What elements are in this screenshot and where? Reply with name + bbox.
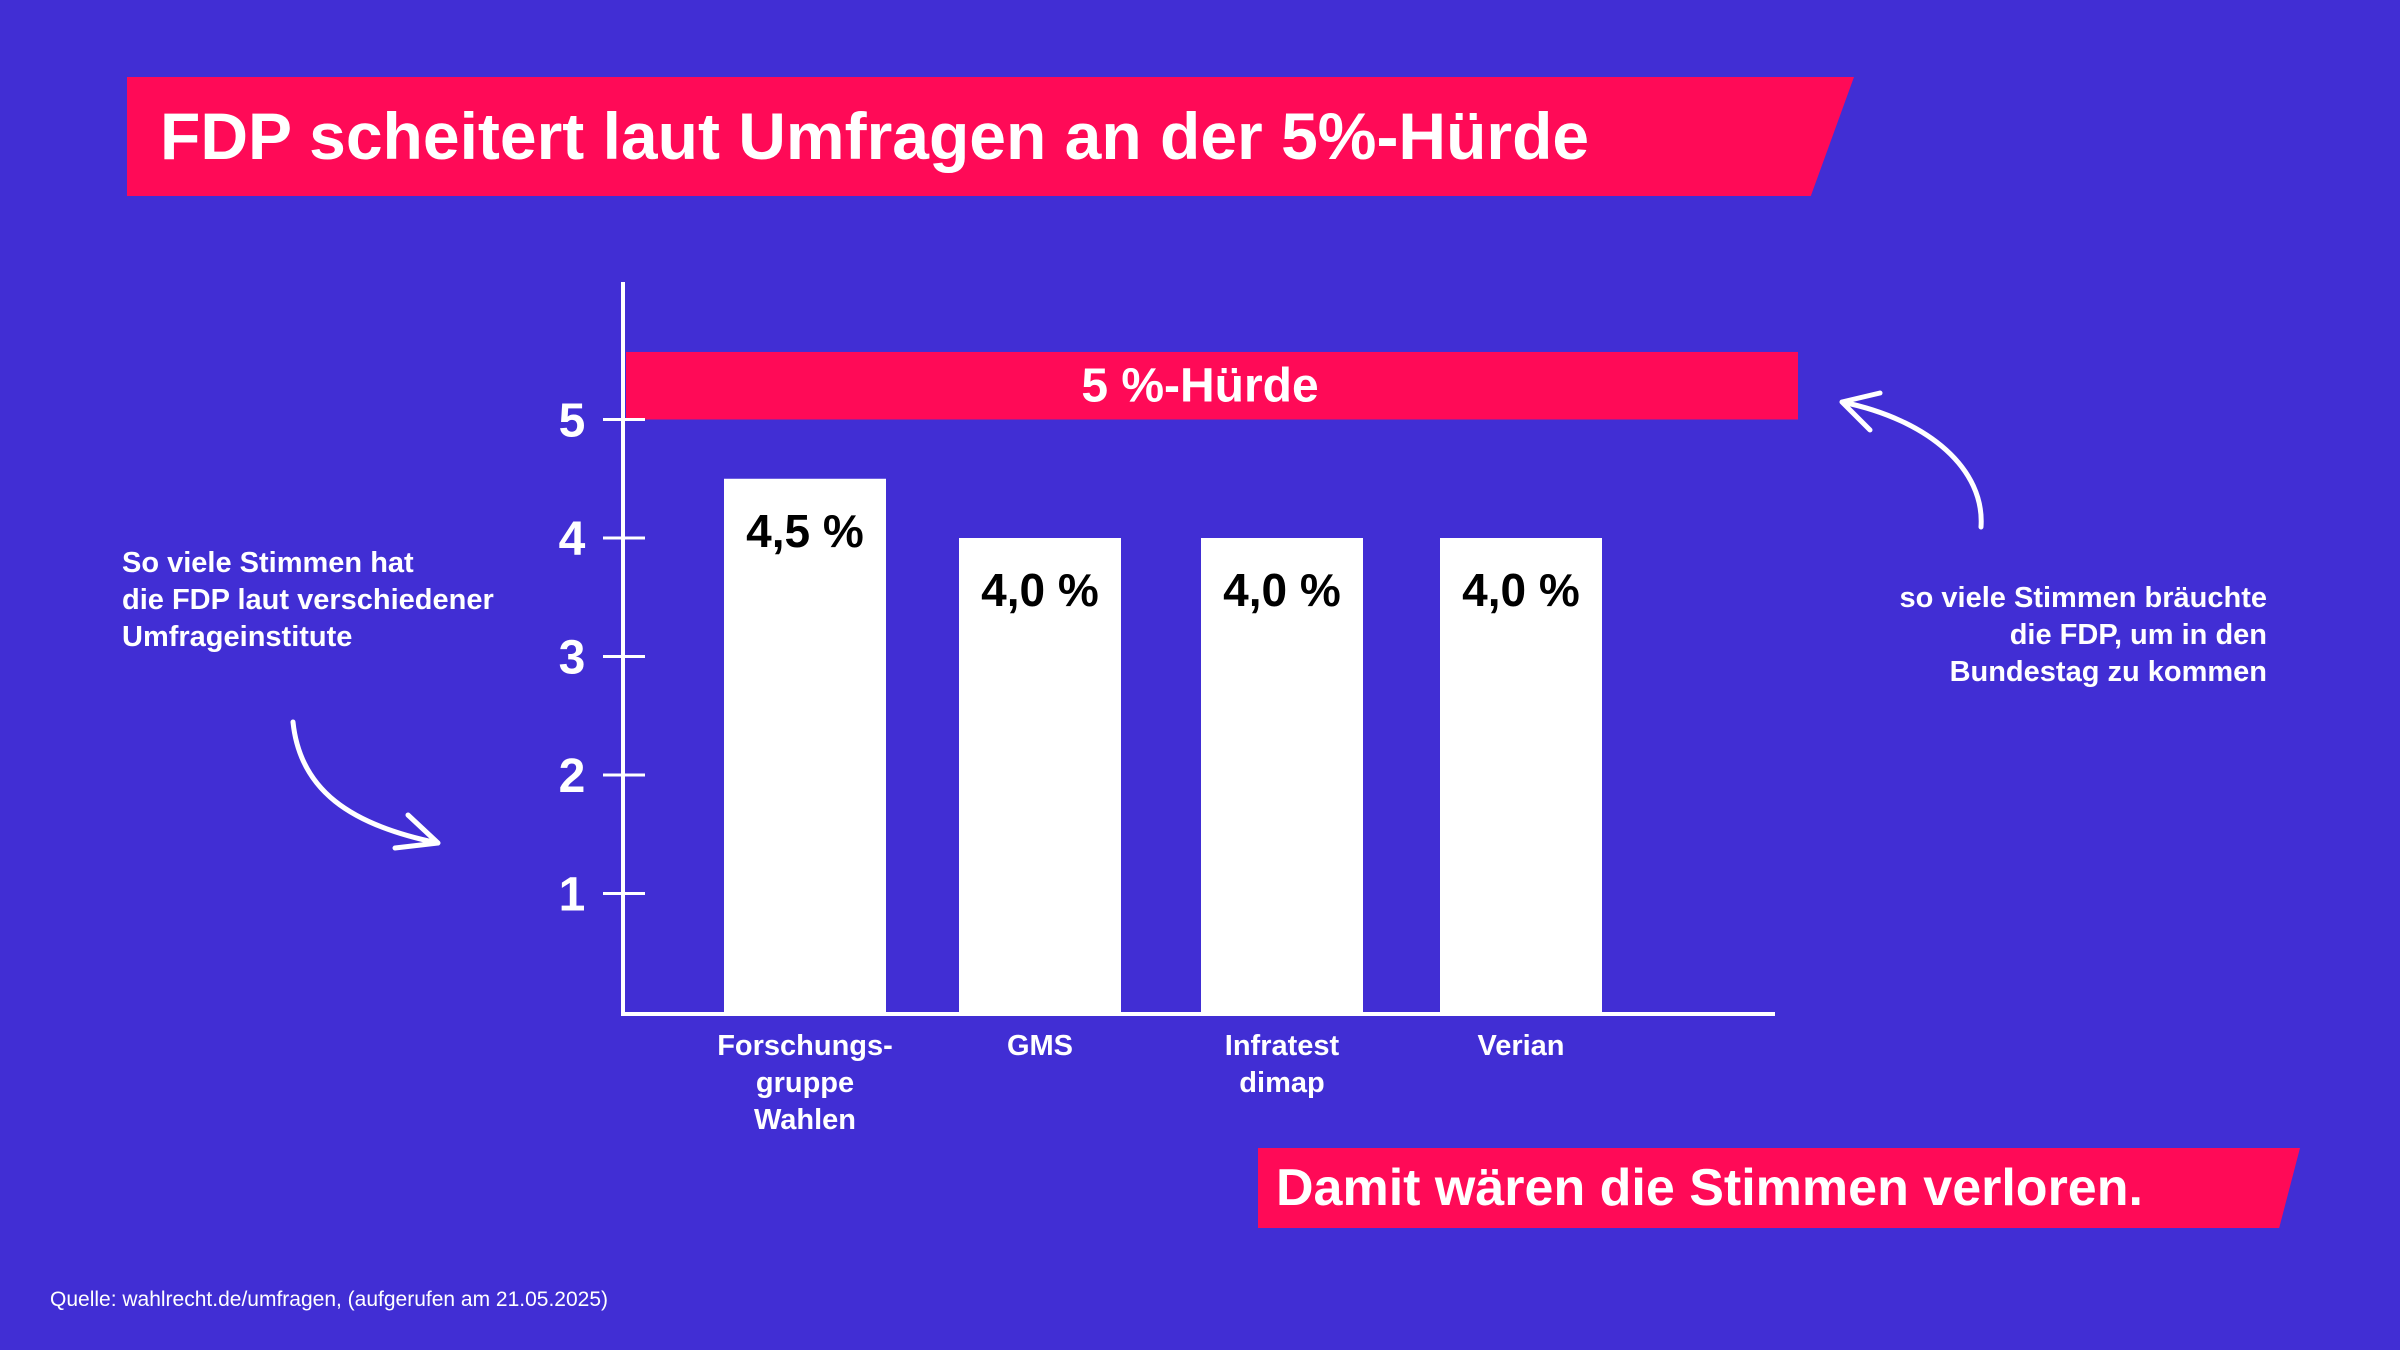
x-category-label: Infratest dimap [1162,1028,1402,1102]
bar-data-label: 4,0 % [1223,564,1341,616]
bar-data-label: 4,0 % [981,564,1099,616]
y-tick-label: 4 [559,513,586,566]
curved-arrow-right-down-icon [290,719,441,851]
bar-data-label: 4,0 % [1462,564,1580,616]
x-category-label-line: dimap [1239,1067,1325,1099]
note-left: So viele Stimmen hat die FDP laut versch… [122,545,562,656]
threshold-label: 5 %-Hürde [1081,360,1318,413]
note-right-line: so viele Stimmen bräuchte [1899,582,2267,614]
x-category-label-line: Infratest [1224,1030,1340,1062]
source-note: Quelle: wahlrecht.de/umfragen, (aufgeruf… [50,1288,609,1311]
x-category-label: Forschungs-gruppe Wahlen [685,1028,925,1139]
bar [724,478,886,1012]
x-category-label: Verian [1401,1028,1641,1065]
x-category-label-line: GMS [1006,1030,1074,1062]
conclusion-text: Damit wären die Stimmen verloren. [1276,1159,2143,1217]
note-left-line: die FDP laut verschiedener [122,584,494,616]
note-right: so viele Stimmen bräuchte die FDP, um in… [1780,580,2267,691]
x-category-label-line: Wahlen [753,1104,857,1136]
curved-arrow-up-left-icon [1839,390,1984,530]
title-banner [127,77,1854,196]
bar [959,538,1121,1012]
bar [1201,538,1363,1012]
threshold-band [626,351,1798,420]
x-category-label-line: Verian [1477,1030,1565,1062]
note-right-line: Bundestag zu kommen [1949,656,2267,688]
note-left-line: So viele Stimmen hat [122,547,414,579]
x-category-label-line: gruppe [755,1067,855,1099]
bar [1440,538,1602,1012]
x-category-label: GMS [920,1028,1160,1065]
note-right-line: die FDP, um in den [2009,619,2267,651]
y-tick-label: 1 [559,869,586,922]
page-title: FDP scheitert laut Umfragen an der 5%-Hü… [160,99,1590,173]
x-category-label-line: Forschungs- [717,1030,893,1062]
y-tick-label: 2 [559,750,586,803]
y-tick-label: 5 [559,395,586,448]
y-tick-label: 3 [559,632,586,685]
note-left-line: Umfrageinstitute [122,621,353,653]
conclusion-banner [1258,1148,2300,1228]
bar-data-label: 4,5 % [746,505,864,557]
